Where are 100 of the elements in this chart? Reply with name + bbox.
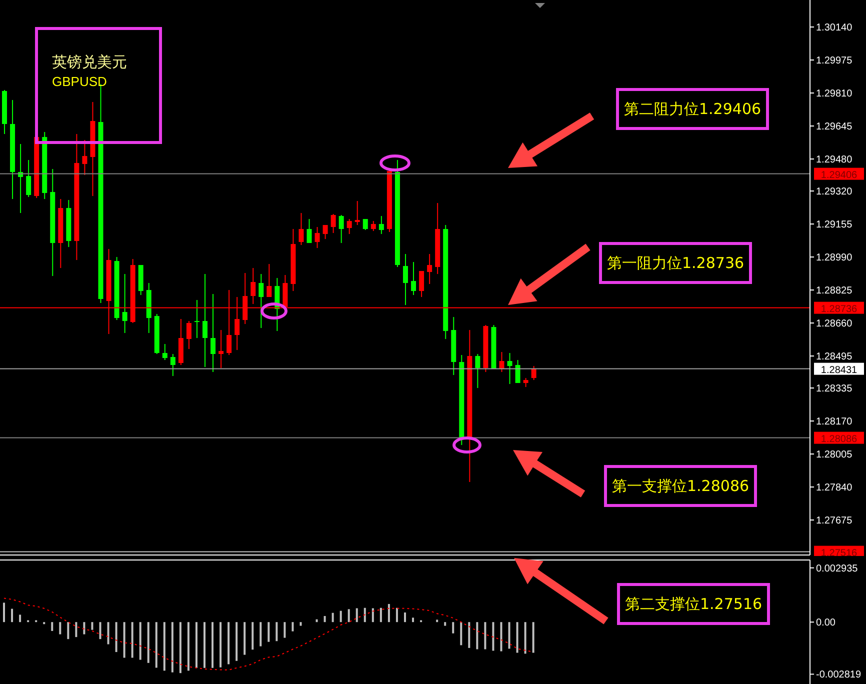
ref-line-label: 1.28086 — [820, 434, 858, 445]
candlestick — [202, 274, 208, 368]
bar — [508, 622, 510, 649]
bar — [179, 622, 182, 674]
annotation: 第一支撑位1.28086 — [604, 465, 758, 507]
candlestick — [210, 294, 216, 372]
bar — [460, 622, 462, 646]
candlestick — [531, 366, 536, 380]
annotation: 第二支撑位1.27516 — [617, 583, 770, 625]
candlestick — [419, 270, 424, 298]
bar — [444, 622, 446, 626]
bar — [91, 622, 94, 630]
bar — [123, 622, 126, 658]
bar — [163, 622, 166, 671]
bar — [3, 602, 5, 622]
bar — [252, 622, 254, 650]
y-tick-label: -0.002819 — [816, 670, 862, 681]
candlestick — [170, 354, 176, 376]
bar — [388, 604, 390, 622]
candlestick — [354, 200, 360, 226]
text: 英镑兑美元 — [52, 52, 128, 72]
candlestick — [427, 254, 432, 284]
bar — [171, 622, 174, 672]
candlestick — [250, 268, 256, 304]
y-tick-label: 1.27840 — [816, 482, 853, 494]
candlestick — [162, 344, 168, 360]
candlestick — [186, 320, 192, 350]
candlestick — [507, 352, 512, 384]
bar — [268, 622, 270, 642]
bar — [324, 616, 326, 622]
y-tick-label: 1.27675 — [816, 516, 853, 527]
bar — [332, 612, 334, 622]
y-tick-label: 1.28495 — [816, 352, 853, 363]
candlestick — [306, 218, 312, 244]
candlestick — [194, 300, 200, 338]
y-tick-label: 0.002935 — [816, 563, 858, 574]
text: GBPUSD — [52, 73, 108, 91]
bar — [500, 622, 502, 652]
candlestick — [298, 212, 304, 246]
bar — [452, 622, 454, 634]
ref-line-label: 1.28736 — [820, 304, 858, 315]
bar — [236, 622, 238, 661]
bar — [484, 622, 486, 650]
bar — [348, 609, 350, 622]
candlestick — [266, 264, 272, 298]
bar — [364, 608, 366, 622]
bar — [468, 622, 470, 648]
bar — [155, 622, 158, 668]
candlestick — [82, 140, 88, 176]
y-tick-label: 1.28005 — [816, 450, 853, 461]
y-tick-label: 1.28335 — [816, 384, 853, 395]
bar — [131, 622, 134, 658]
y-tick-label: 1.29975 — [816, 56, 853, 67]
bar — [147, 622, 150, 663]
bar — [195, 622, 198, 668]
y-tick-label: 1.30140 — [816, 22, 853, 34]
bar — [412, 618, 414, 622]
bar — [83, 622, 86, 634]
bar — [187, 622, 190, 671]
bar — [436, 620, 438, 622]
candlestick — [322, 224, 328, 240]
y-tick-label: 1.28660 — [816, 318, 853, 330]
bar — [284, 622, 286, 638]
candlestick — [338, 214, 344, 244]
bar — [228, 622, 230, 664]
bar — [59, 622, 62, 634]
candlestick — [402, 254, 408, 306]
bar — [372, 608, 374, 622]
bar — [476, 622, 478, 650]
candlestick — [346, 218, 352, 234]
candlestick — [122, 274, 128, 334]
bar — [340, 610, 342, 622]
candlestick — [411, 262, 416, 296]
candlestick — [475, 354, 480, 388]
bar — [139, 622, 142, 660]
y-tick-label: 0.00 — [816, 618, 836, 629]
bar — [51, 622, 54, 631]
bar — [532, 622, 534, 653]
ref-line-label: 1.27516 — [820, 548, 858, 559]
bar — [292, 622, 294, 632]
bar — [316, 619, 318, 622]
bar — [19, 614, 22, 622]
bar — [300, 622, 302, 626]
annotation: 第二阻力位1.29406 — [616, 88, 770, 130]
bar — [75, 622, 78, 638]
candlestick — [499, 352, 504, 372]
bar — [212, 622, 214, 668]
candlestick — [218, 330, 224, 368]
bar — [524, 622, 526, 654]
annotation: 第一阻力位1.28736 — [599, 242, 752, 284]
bar — [220, 622, 222, 668]
bar — [356, 608, 358, 622]
bar — [115, 622, 118, 652]
y-tick-label: 1.28170 — [816, 416, 853, 428]
y-tick-label: 1.28825 — [816, 286, 853, 297]
y-tick-label: 1.29480 — [816, 154, 853, 166]
bar — [99, 622, 102, 640]
ref-line-label: 1.28431 — [820, 364, 858, 376]
bar — [380, 608, 382, 622]
y-tick-label: 1.29810 — [816, 88, 853, 100]
